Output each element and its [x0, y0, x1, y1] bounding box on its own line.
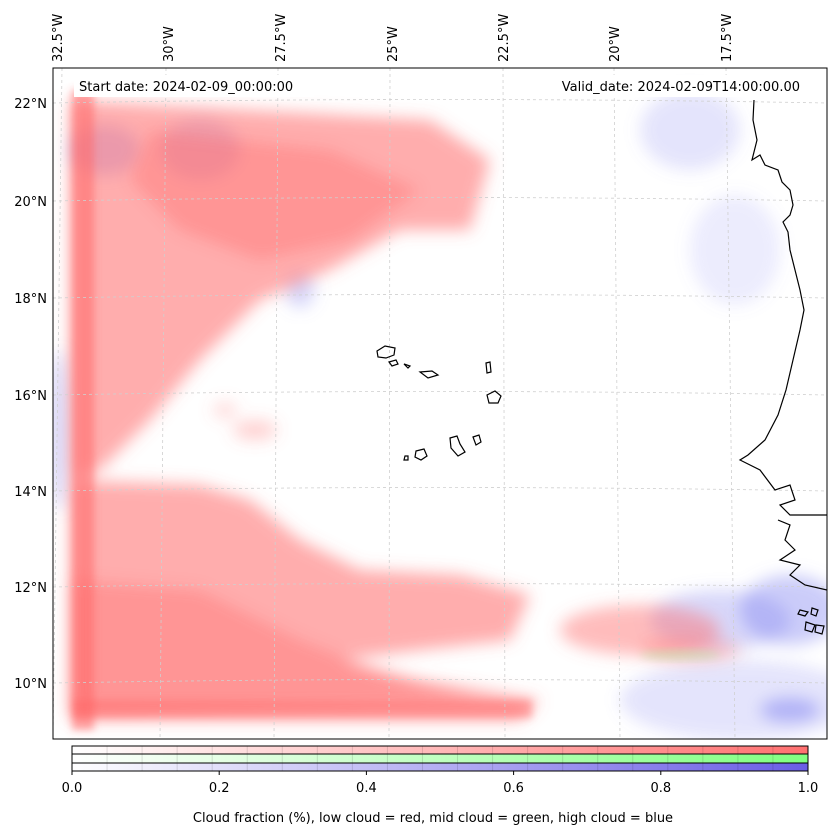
- boa-vista-island: [486, 390, 502, 404]
- colorbar: 0.0 0.2 0.4 0.6 0.8 1.0 Cloud fraction (%), l…: [62, 745, 819, 826]
- fogo-island: [414, 448, 428, 461]
- longitude-tick-label: 27.5°W: [274, 14, 289, 62]
- bijagos-island-1: [797, 609, 810, 617]
- colorbar-tick-label: 0.2: [209, 781, 230, 796]
- cloud-layers: [53, 90, 827, 739]
- valid-date-box: [540, 75, 807, 97]
- longitude-tick-labels: 32.5°W 30°W 27.5°W 25°W 22.5°W 20°W 17.5°W: [51, 14, 735, 62]
- colorbar-tick-label: 0.0: [62, 781, 83, 796]
- latitude-tick-label: 10°N: [14, 677, 47, 692]
- guinea-coastline: [777, 519, 827, 591]
- colorbar-low-cloud: [72, 746, 808, 754]
- santo-antao-island: [376, 345, 396, 359]
- colorbar-label: Cloud fraction (%), low cloud = red, mid…: [193, 811, 673, 826]
- colorbar-tick-label: 0.8: [650, 781, 671, 796]
- valid-date-label: Valid_date: 2024-02-09T14:00:00.00: [562, 80, 800, 95]
- sao-nicolau-island: [418, 370, 440, 379]
- brava-island: [403, 455, 409, 461]
- latitude-tick-label: 14°N: [14, 485, 47, 500]
- sal-island: [485, 361, 492, 374]
- bijagos-island-3: [804, 621, 816, 633]
- santa-luzia-island: [403, 363, 412, 369]
- santiago-island: [449, 435, 466, 457]
- mid-cloud-field: [640, 649, 720, 661]
- longitude-tick-label: 17.5°W: [720, 14, 735, 62]
- longitude-tick-label: 32.5°W: [51, 14, 66, 62]
- start-date-box: [74, 75, 314, 97]
- colorbar-tick-labels: 0.0 0.2 0.4 0.6 0.8 1.0: [62, 771, 819, 796]
- sao-vicente-island: [387, 359, 399, 367]
- latitude-tick-label: 16°N: [14, 389, 47, 404]
- longitude-tick-label: 22.5°W: [497, 14, 512, 62]
- latitude-tick-labels: 22°N 20°N 18°N 16°N 14°N 12°N 10°N: [14, 97, 47, 692]
- bijagos-island-2: [810, 607, 819, 617]
- latitude-tick-label: 12°N: [14, 581, 47, 596]
- colorbar-mid-cloud: [72, 754, 808, 763]
- maio-island: [472, 434, 482, 446]
- colorbar-tick-label: 0.4: [356, 781, 377, 796]
- map-frame: [52, 67, 828, 740]
- africa-coastline: [738, 99, 827, 516]
- start-date-label: Start date: 2024-02-09_00:00:00: [79, 80, 293, 95]
- colorbar-tick-label: 1.0: [798, 781, 819, 796]
- low-cloud-boundary-band: [72, 90, 532, 730]
- latitude-tick-label: 20°N: [14, 195, 47, 210]
- colorbar-level-lines: [106, 746, 774, 771]
- latitude-tick-label: 18°N: [14, 292, 47, 307]
- colorbar-tick-label: 0.6: [503, 781, 524, 796]
- longitude-tick-label: 25°W: [386, 26, 401, 62]
- low-cloud-field: [70, 100, 740, 720]
- longitude-tick-label: 30°W: [162, 26, 177, 62]
- colorbar-high-cloud: [72, 763, 808, 771]
- coastline: [376, 99, 827, 635]
- colorbar-frame: [71, 745, 809, 772]
- graticule: [53, 68, 827, 739]
- bijagos-island-4: [814, 624, 825, 635]
- latitude-tick-label: 22°N: [14, 97, 47, 112]
- longitude-tick-label: 20°W: [608, 26, 623, 62]
